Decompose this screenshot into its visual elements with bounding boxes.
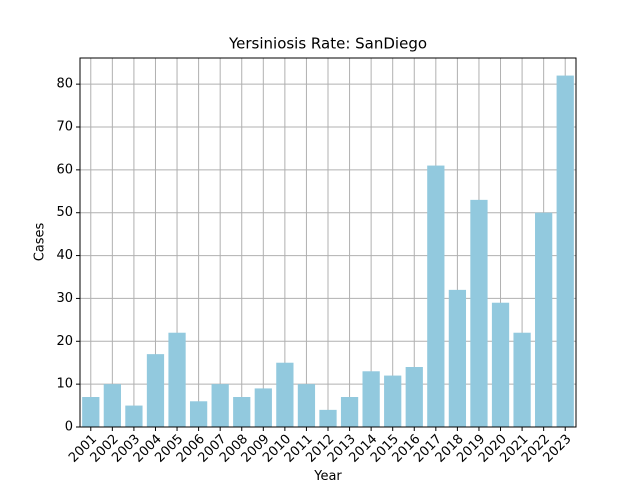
bar [535, 212, 553, 427]
bar [297, 384, 316, 427]
y-axis-label: Cases [33, 222, 48, 261]
bar [125, 405, 143, 427]
bar [556, 75, 574, 428]
labels: 0102030405060708020012002200320042005200… [56, 77, 574, 466]
bar [427, 165, 445, 428]
bar [384, 375, 402, 427]
y-tick-label: 30 [56, 291, 73, 306]
y-tick-label: 50 [56, 205, 73, 220]
bar [146, 354, 165, 427]
y-tick-label: 70 [56, 120, 73, 135]
bar [103, 384, 121, 427]
bar [254, 388, 272, 427]
bar [340, 397, 359, 427]
bar [211, 384, 229, 427]
y-tick-label: 20 [56, 334, 73, 349]
bar [448, 289, 467, 427]
bar [168, 332, 186, 427]
bar [233, 397, 251, 427]
bar [362, 371, 380, 427]
y-tick-label: 40 [56, 248, 73, 263]
bar [491, 302, 510, 427]
x-axis-label: Year [313, 469, 342, 480]
chart-title: Yersiniosis Rate: SanDiego [228, 35, 427, 53]
y-tick-label: 0 [65, 420, 73, 435]
y-tick-label: 80 [56, 77, 73, 92]
bar [82, 397, 100, 427]
bar [405, 367, 423, 427]
bar [189, 401, 208, 427]
bars [82, 75, 574, 428]
bar [470, 199, 488, 427]
bar [513, 332, 531, 427]
y-tick-label: 60 [56, 162, 73, 177]
bar [276, 362, 294, 427]
bar [319, 409, 337, 427]
y-tick-label: 10 [56, 377, 73, 392]
